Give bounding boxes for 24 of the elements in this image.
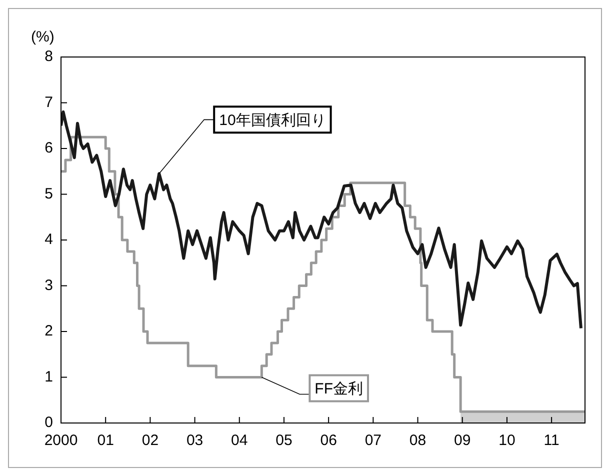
y-tick-label: 8 xyxy=(44,48,53,66)
x-tick-label: 10 xyxy=(498,432,516,450)
x-tick-label: 04 xyxy=(231,432,248,450)
x-tick-label: 07 xyxy=(364,432,382,450)
annotation: FF金利 xyxy=(314,380,364,398)
x-tick-label: 06 xyxy=(320,432,337,450)
x-tick-label: 08 xyxy=(409,432,426,450)
x-tick-label: 02 xyxy=(142,432,159,450)
annotation: 10年国債利回り xyxy=(219,112,326,129)
y-tick-label: 0 xyxy=(44,414,53,432)
x-tick-label: 01 xyxy=(97,432,114,450)
y-tick-label: 4 xyxy=(44,231,53,248)
x-tick-label: 2000 xyxy=(44,432,78,450)
y-tick-label: 3 xyxy=(44,276,53,294)
y-tick-label: 6 xyxy=(44,140,53,157)
y-tick-label: 1 xyxy=(44,368,53,386)
x-tick-label: 11 xyxy=(544,432,560,450)
x-tick-label: 09 xyxy=(454,432,471,450)
x-tick-label: 03 xyxy=(186,432,204,450)
x-tick-label: 05 xyxy=(276,432,292,450)
y-tick-label: 5 xyxy=(44,185,53,202)
y-tick-label: 7 xyxy=(44,94,53,111)
y-tick-label: 2 xyxy=(44,322,53,340)
y-axis-title: (%) xyxy=(31,28,54,46)
